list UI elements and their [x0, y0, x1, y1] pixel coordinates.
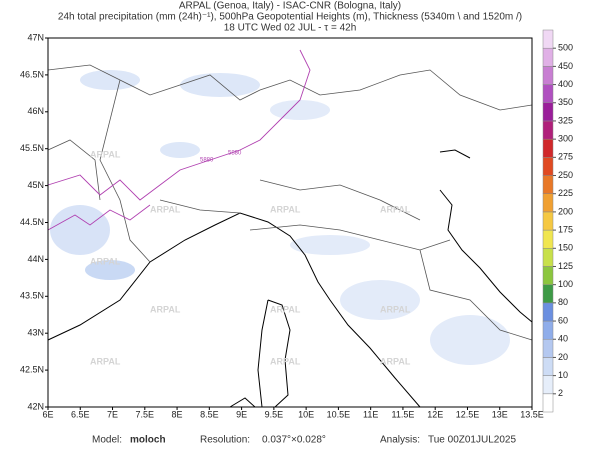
x-tick-label: 8.5E: [200, 409, 219, 419]
colorbar-label: 500: [558, 43, 573, 53]
y-tick-label: 44N: [27, 254, 44, 264]
colorbar-label: 300: [558, 134, 573, 144]
colorbar-label: 450: [558, 61, 573, 71]
colorbar-bin: [542, 138, 554, 158]
footer-label: Resolution:: [200, 435, 250, 446]
watermark: ARPAL: [270, 204, 301, 214]
y-tick-label: 45N: [27, 180, 44, 190]
colorbar-bin: [542, 102, 554, 122]
colorbar-bin: [542, 120, 554, 140]
x-tick-label: 13E: [492, 409, 508, 419]
x-tick-label: 11.5E: [392, 409, 415, 419]
colorbar-label: 60: [558, 315, 568, 325]
colorbar-label: 275: [558, 152, 573, 162]
y-tick-label: 42.5N: [20, 364, 44, 374]
watermark: ARPAL: [270, 356, 301, 366]
x-tick-label: 11E: [363, 409, 378, 419]
x-tick-label: 8E: [172, 409, 183, 419]
colorbar-bin: [542, 229, 554, 249]
y-tick-label: 43.5N: [20, 291, 44, 301]
colorbar-bin: [542, 211, 554, 231]
footer-value: 0.037°×0.028°: [262, 435, 326, 446]
colorbar-label: 40: [558, 334, 568, 344]
colorbar-bin: [542, 175, 554, 194]
footer-label: Model:: [92, 435, 122, 446]
watermark: ARPAL: [380, 356, 411, 366]
colorbar-bin: [542, 357, 554, 376]
colorbar-label: 400: [558, 79, 573, 89]
contour-label: 5880: [228, 151, 242, 157]
title-line: 18 UTC Wed 02 JUL - τ = 42h: [224, 23, 357, 34]
x-tick-label: 12.5E: [456, 409, 480, 419]
colorbar-label: 150: [558, 243, 573, 253]
borders: [47, 64, 533, 341]
y-tick-label: 43N: [27, 328, 44, 338]
colorbar-bin: [542, 157, 554, 176]
colorbar-label: 10: [558, 370, 568, 380]
watermark: ARPAL: [380, 204, 411, 214]
y-tick-label: 47N: [27, 32, 44, 42]
colorbar-label: 325: [558, 115, 573, 125]
colorbar-label: 80: [558, 297, 568, 307]
watermarks: ARPAL ARPAL ARPAL ARPAL ARPAL ARPAL ARPA…: [90, 149, 411, 366]
colorbar-label: 125: [558, 261, 573, 271]
footer-label: Analysis:: [380, 435, 420, 446]
x-tick-label: 10E: [298, 409, 314, 419]
watermark: ARPAL: [270, 304, 301, 314]
x-tick-label: 9.5E: [265, 409, 284, 419]
colorbar-label: 100: [558, 279, 573, 289]
colorbar-bin: [542, 66, 554, 85]
coastlines: [47, 149, 533, 408]
title-line: 24h total precipitation (mm (24h)⁻¹), 50…: [58, 12, 522, 23]
y-tick-label: 46N: [27, 106, 44, 116]
colorbar-bin: [542, 29, 554, 49]
watermark: ARPAL: [90, 256, 121, 266]
x-tick-label: 6E: [42, 409, 53, 419]
colorbar-label: 2: [558, 388, 563, 398]
colorbar-bin: [542, 375, 554, 395]
colorbar-bin: [542, 248, 554, 267]
colorbar-label: 225: [558, 188, 573, 198]
colorbar-bin: [542, 302, 554, 322]
colorbar-label: 175: [558, 224, 573, 234]
y-tick-label: 42N: [27, 401, 44, 411]
colorbar-bin: [542, 47, 554, 67]
x-tick-label: 6.5E: [71, 409, 90, 419]
colorbar-label: 350: [558, 97, 573, 107]
height-contours: [47, 49, 311, 231]
y-tick-label: 44.5N: [20, 217, 44, 227]
colorbar-bin: [542, 193, 554, 213]
watermark: ARPAL: [90, 356, 121, 366]
x-tick-label: 12E: [427, 409, 443, 419]
y-tick-label: 45.5N: [20, 143, 44, 153]
footer-value: Tue 00Z01JUL2025: [428, 435, 516, 446]
x-tick-label: 7.5E: [136, 409, 155, 419]
colorbar-bin: [542, 84, 554, 104]
precipitation-field: [50, 70, 510, 365]
x-tick-label: 13.5E: [520, 409, 544, 419]
watermark: ARPAL: [380, 304, 411, 314]
colorbar-bin: [542, 266, 554, 285]
watermark: ARPAL: [150, 304, 181, 314]
colorbar-label: 250: [558, 170, 573, 180]
watermark: ARPAL: [90, 149, 121, 159]
colorbar-label: 200: [558, 206, 573, 216]
colorbar-bin: [542, 284, 554, 304]
colorbar-label: 20: [558, 352, 568, 362]
x-tick-label: 9E: [236, 409, 247, 419]
colorbar-bin: [542, 338, 554, 358]
x-tick-label: 7E: [107, 409, 118, 419]
y-tick-label: 46.5N: [20, 69, 44, 79]
footer-value: moloch: [130, 435, 166, 446]
title-line: ARPAL (Genoa, Italy) - ISAC-CNR (Bologna…: [179, 1, 401, 12]
colorbar-bin: [542, 320, 554, 340]
watermark: ARPAL: [150, 204, 181, 214]
x-tick-label: 10.5E: [327, 409, 351, 419]
contour-label: 5880: [200, 158, 214, 164]
colorbar-bin: [542, 393, 554, 413]
